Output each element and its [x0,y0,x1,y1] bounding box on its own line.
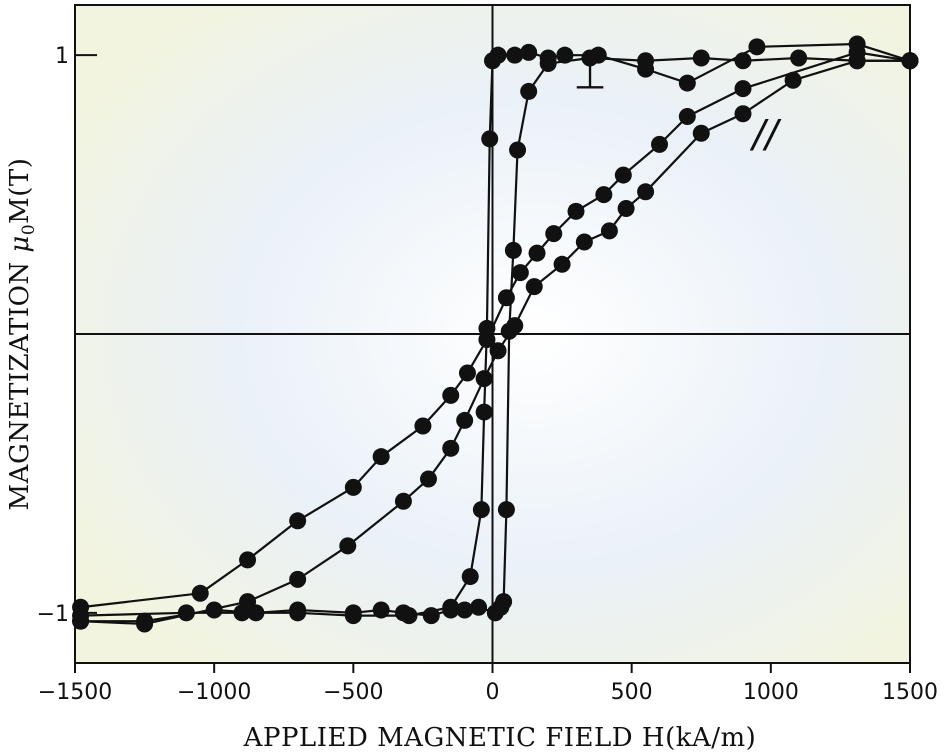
data-point [489,46,507,64]
data-point [461,568,479,586]
data-point [509,141,527,159]
data-point [394,492,412,510]
data-point [481,130,499,148]
data-point [545,225,563,243]
x-tick-label: −1500 [38,680,112,705]
data-point [475,403,493,421]
data-point [72,612,90,630]
data-point [344,607,362,625]
y-tick-label: −1 [37,602,69,627]
series-4-line [80,51,911,609]
data-point [205,601,223,619]
data-point [848,43,866,61]
annotation-label: // [749,112,782,156]
data-point [539,49,557,67]
data-point [475,370,493,388]
data-point [784,71,802,89]
data-point [651,135,668,153]
data-point [734,105,752,123]
data-point [456,601,474,619]
data-point [567,202,585,220]
data-point [136,615,154,633]
data-point [456,411,474,429]
data-point [422,607,440,625]
data-point [372,448,390,466]
data-point [504,241,522,259]
data-point [442,598,460,616]
data-point [191,584,209,602]
data-point [692,124,710,142]
data-point [734,80,752,98]
data-point [637,60,655,78]
data-points [72,35,919,633]
data-point [692,49,710,67]
data-point [520,43,538,61]
data-point [289,570,307,588]
data-point [177,604,195,622]
data-point [419,470,437,488]
data-point [600,222,618,240]
y-axis-title-main: MAGNETIZATION [5,253,35,511]
data-point [617,200,635,218]
data-point [595,186,613,204]
annotations: ⊥ // [573,54,782,157]
axis-ticks: −1500 −1000 −500 0 500 1000 1500 1 −1 [37,44,938,705]
data-point [458,364,476,382]
data-point [72,598,90,616]
data-point [556,46,574,64]
data-point [239,551,257,569]
data-point [497,501,515,519]
data-point [289,512,307,530]
data-point [520,82,538,100]
data-point [511,264,529,282]
x-tick-label: 0 [486,680,500,705]
data-point [372,601,390,619]
data-point [553,255,571,273]
data-point [528,244,546,262]
data-point [472,501,490,519]
x-tick-label: 1500 [882,680,938,705]
data-point [442,386,460,404]
data-point [901,52,919,70]
y-axis-title-mu: μ [5,235,35,252]
data-point [575,233,593,251]
data-point [748,38,766,56]
data-point [506,46,524,64]
x-axis-title: APPLIED MAGNETIC FIELD H(kA/m) [243,723,757,753]
data-point [470,598,488,616]
x-tick-label: 500 [611,680,653,705]
x-tick-label: −1000 [177,680,251,705]
data-point [344,478,362,496]
data-point [339,537,357,555]
y-axis-title-sub: 0 [19,224,39,235]
data-point [400,607,418,625]
data-point [289,604,307,622]
data-point [497,289,515,307]
data-point [239,593,257,611]
data-point [489,342,507,360]
y-axis-title: MAGNETIZATION μ0M(T) [5,158,39,511]
data-point [790,49,808,67]
annotation-label: ⊥ [573,54,606,98]
y-axis-title-unit: M(T) [5,158,35,224]
data-point [678,74,696,92]
data-point [589,46,607,64]
data-point [678,108,696,126]
data-point [442,439,460,457]
data-point [414,417,432,435]
data-point [506,317,524,335]
data-point [637,183,655,201]
y-tick-label: 1 [55,44,69,69]
data-point [614,166,632,184]
x-tick-label: 1000 [743,680,799,705]
data-point [525,278,543,296]
data-point [478,331,496,349]
data-point [486,604,504,622]
x-tick-label: −500 [323,680,383,705]
data-point [734,52,752,70]
